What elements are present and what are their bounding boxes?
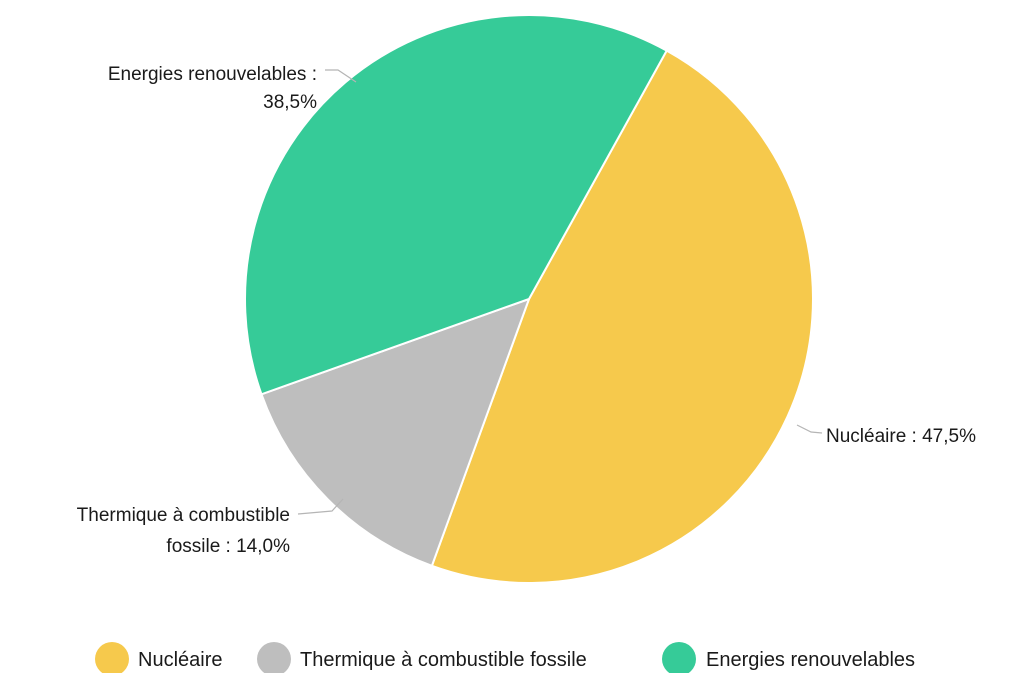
legend-label-1[interactable]: Nucléaire [138, 649, 222, 671]
leader-line-2 [297, 498, 344, 515]
legend-label-3[interactable]: Energies renouvelables [706, 649, 915, 671]
slice-label-2-line-1: Thermique à combustible [77, 505, 290, 526]
leader-line-3 [325, 69, 357, 83]
slice-label-2-line-2: fossile : 14,0% [166, 536, 290, 557]
pie-slice-2[interactable] [260, 297, 531, 568]
label-leader-lines [297, 69, 823, 515]
slice-label-3-line-2: 38,5% [263, 92, 317, 113]
pie-slice-3[interactable] [244, 14, 669, 396]
pie-slices [244, 14, 814, 584]
pie-slice-1[interactable] [430, 49, 814, 584]
slice-label-3-line-1: Energies renouvelables : [108, 64, 317, 85]
legend-marker-3[interactable] [662, 642, 696, 673]
legend-label-2[interactable]: Thermique à combustible fossile [300, 649, 587, 671]
legend-marker-1[interactable] [95, 642, 129, 673]
slice-labels: Nucléaire : 47,5% Thermique à combustible… [77, 64, 976, 557]
leader-line-1 [796, 424, 823, 434]
slice-label-1-line-1: Nucléaire : 47,5% [826, 426, 976, 447]
legend-marker-2[interactable] [257, 642, 291, 673]
legend: Nucléaire Thermique à combustible fossile… [95, 642, 915, 673]
